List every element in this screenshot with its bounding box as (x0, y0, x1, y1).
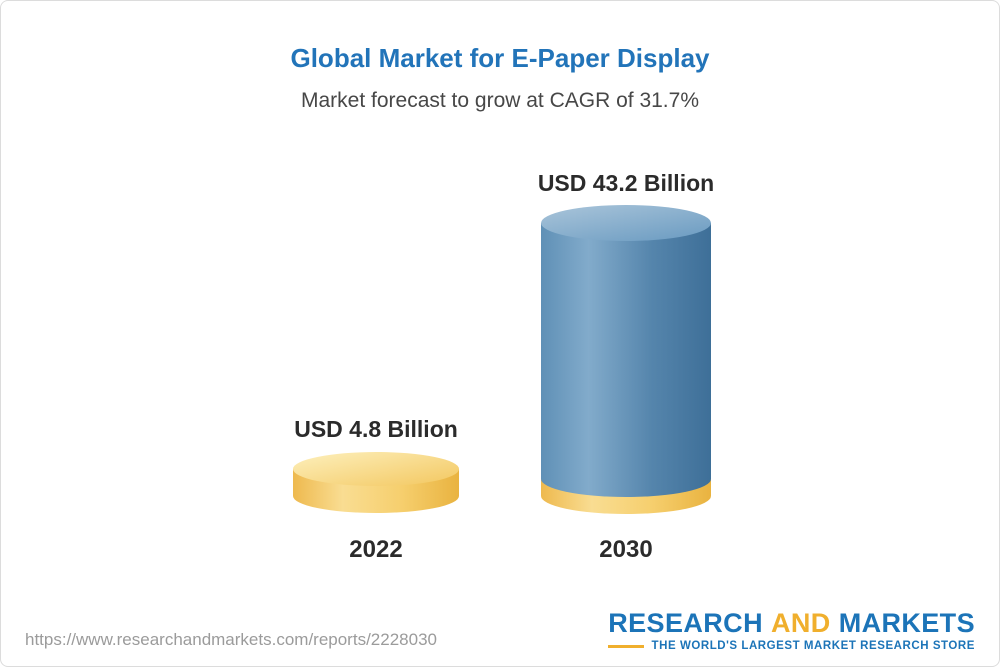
logo-tagline-row: THE WORLD'S LARGEST MARKET RESEARCH STOR… (608, 640, 975, 652)
logo-tagline: THE WORLD'S LARGEST MARKET RESEARCH STOR… (651, 640, 975, 652)
report-url[interactable]: https://www.researchandmarkets.com/repor… (25, 630, 437, 649)
gold-rule (608, 644, 644, 648)
bar-2030-body (541, 223, 711, 497)
chart-title: Global Market for E-Paper Display (290, 43, 710, 73)
logo-word-research: RESEARCH (608, 607, 763, 638)
bar-2022 (293, 452, 459, 513)
chart-subtitle: Market forecast to grow at CAGR of 31.7% (301, 89, 699, 112)
category-label-2022: 2022 (349, 536, 402, 563)
value-label-2022: USD 4.8 Billion (294, 416, 458, 442)
logo-word-markets: MARKETS (838, 607, 975, 638)
bar-2030-top (541, 205, 711, 241)
bar-2030 (541, 205, 711, 514)
research-and-markets-logo: RESEARCH AND MARKETS THE WORLD'S LARGEST M… (608, 607, 975, 652)
bar-2022-top (293, 452, 459, 486)
category-label-2030: 2030 (599, 536, 652, 563)
logo-wordmark: RESEARCH AND MARKETS (608, 607, 975, 638)
bar-chart: USD 4.8 Billion USD 43.2 Billion 2022 20… (293, 170, 714, 563)
value-label-2030: USD 43.2 Billion (538, 170, 714, 196)
footer: https://www.researchandmarkets.com/repor… (1, 607, 999, 666)
logo-word-and: AND (770, 607, 831, 638)
